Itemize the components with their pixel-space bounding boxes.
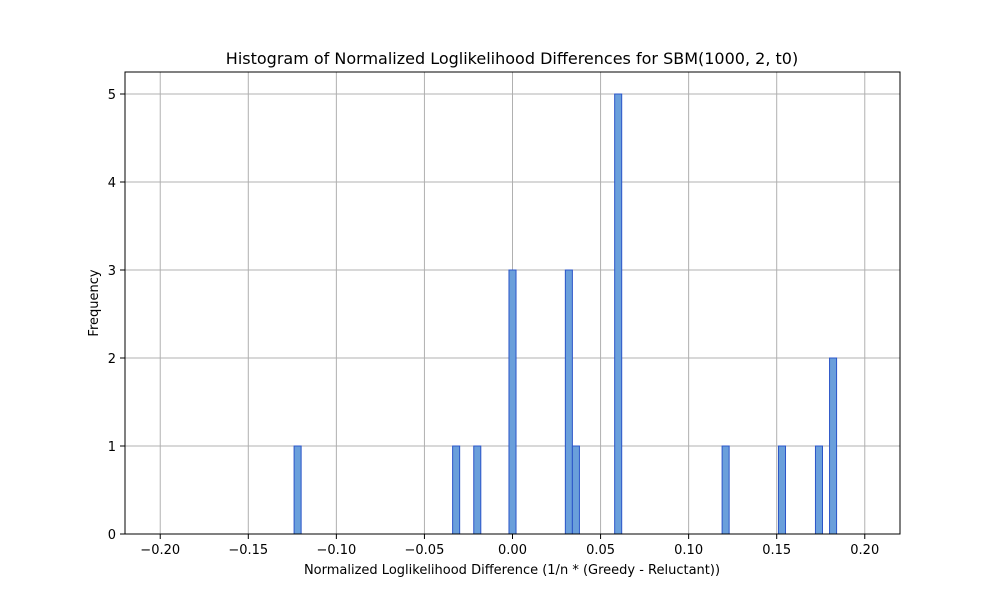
x-tick-label: −0.20 <box>140 543 180 558</box>
histogram-bar <box>508 269 517 535</box>
y-axis-ticks: 0 1 2 3 4 5 <box>108 88 125 543</box>
x-axis-ticks: −0.20 −0.15 −0.10 −0.05 0.00 0.05 0.10 0.15 0.20 <box>140 534 879 558</box>
x-tick-label: −0.15 <box>228 543 268 558</box>
x-tick-label: 0.10 <box>674 543 703 558</box>
x-tick-label: 0.00 <box>498 543 527 558</box>
histogram-bar <box>293 445 302 535</box>
x-tick-label: 0.15 <box>762 543 791 558</box>
histogram-bar <box>829 357 838 535</box>
x-tick-label: −0.05 <box>405 543 445 558</box>
y-tick-label: 2 <box>108 352 116 367</box>
y-tick-label: 0 <box>108 528 116 543</box>
histogram-bar <box>814 445 823 535</box>
x-tick-label: 0.05 <box>586 543 615 558</box>
histogram-bars <box>293 93 838 535</box>
histogram-bar <box>564 269 573 535</box>
histogram-bar <box>721 445 730 535</box>
histogram-bar <box>473 445 482 535</box>
histogram-bar <box>614 93 623 535</box>
x-tick-label: 0.20 <box>850 543 879 558</box>
y-axis-label: Frequency <box>87 269 102 336</box>
y-tick-label: 3 <box>108 264 116 279</box>
histogram-bar <box>777 445 787 535</box>
x-axis-label: Normalized Loglikelihood Difference (1/n… <box>304 563 720 578</box>
chart-title: Histogram of Normalized Loglikelihood Di… <box>226 49 798 68</box>
y-tick-label: 4 <box>108 176 116 191</box>
y-tick-label: 5 <box>108 88 116 103</box>
x-tick-label: −0.10 <box>316 543 356 558</box>
histogram-bar <box>571 445 580 535</box>
histogram-bar <box>452 445 461 535</box>
y-tick-label: 1 <box>108 440 116 455</box>
